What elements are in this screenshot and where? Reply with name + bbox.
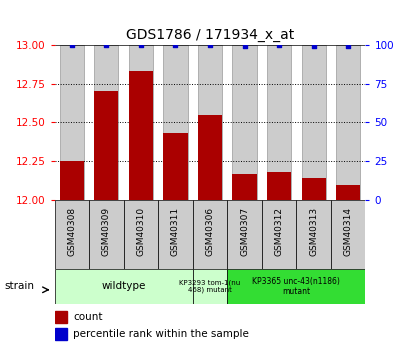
Bar [158,200,193,269]
Bar [336,45,360,200]
Bar [193,269,227,304]
Bar [262,200,297,269]
Text: GSM40306: GSM40306 [205,207,215,256]
Bar [227,269,365,304]
Bar [193,200,227,269]
Text: GSM40310: GSM40310 [136,207,145,256]
Bar [198,115,222,345]
Bar [331,200,365,269]
Bar [60,45,84,200]
Point [138,42,144,48]
Point [310,44,317,49]
Text: GSM40311: GSM40311 [171,207,180,256]
Bar [55,269,193,304]
Bar [198,45,222,200]
Text: GSM40307: GSM40307 [240,207,249,256]
Text: GSM40314: GSM40314 [344,207,353,256]
Point [172,42,179,48]
Text: count: count [73,312,103,322]
Bar [129,71,153,345]
Text: KP3365 unc-43(n1186)
mutant: KP3365 unc-43(n1186) mutant [252,277,340,296]
Text: GSM40308: GSM40308 [67,207,76,256]
Bar [267,45,291,200]
Bar [302,45,326,200]
Point [345,44,352,49]
Point [68,42,75,48]
Bar [267,172,291,345]
Text: GSM40313: GSM40313 [309,207,318,256]
Bar [297,200,331,269]
Bar [302,178,326,345]
Bar [123,200,158,269]
Bar [55,310,67,323]
Point [241,44,248,49]
Bar [336,185,360,345]
Text: wildtype: wildtype [102,282,146,291]
Bar [232,45,257,200]
Text: KP3293 tom-1(nu
468) mutant: KP3293 tom-1(nu 468) mutant [179,279,241,293]
Bar [129,45,153,200]
Point [207,42,213,48]
Text: strain: strain [4,282,34,291]
Bar [94,45,118,200]
Bar [227,200,262,269]
Bar [94,91,118,345]
Title: GDS1786 / 171934_x_at: GDS1786 / 171934_x_at [126,28,294,42]
Text: percentile rank within the sample: percentile rank within the sample [73,329,249,339]
Point [276,42,282,48]
Text: GSM40309: GSM40309 [102,207,111,256]
Bar [163,133,188,345]
Bar [232,174,257,345]
Bar [55,328,67,340]
Point [103,42,110,48]
Bar [89,200,123,269]
Bar [163,45,188,200]
Bar [55,200,89,269]
Bar [60,161,84,345]
Text: GSM40312: GSM40312 [275,207,284,256]
